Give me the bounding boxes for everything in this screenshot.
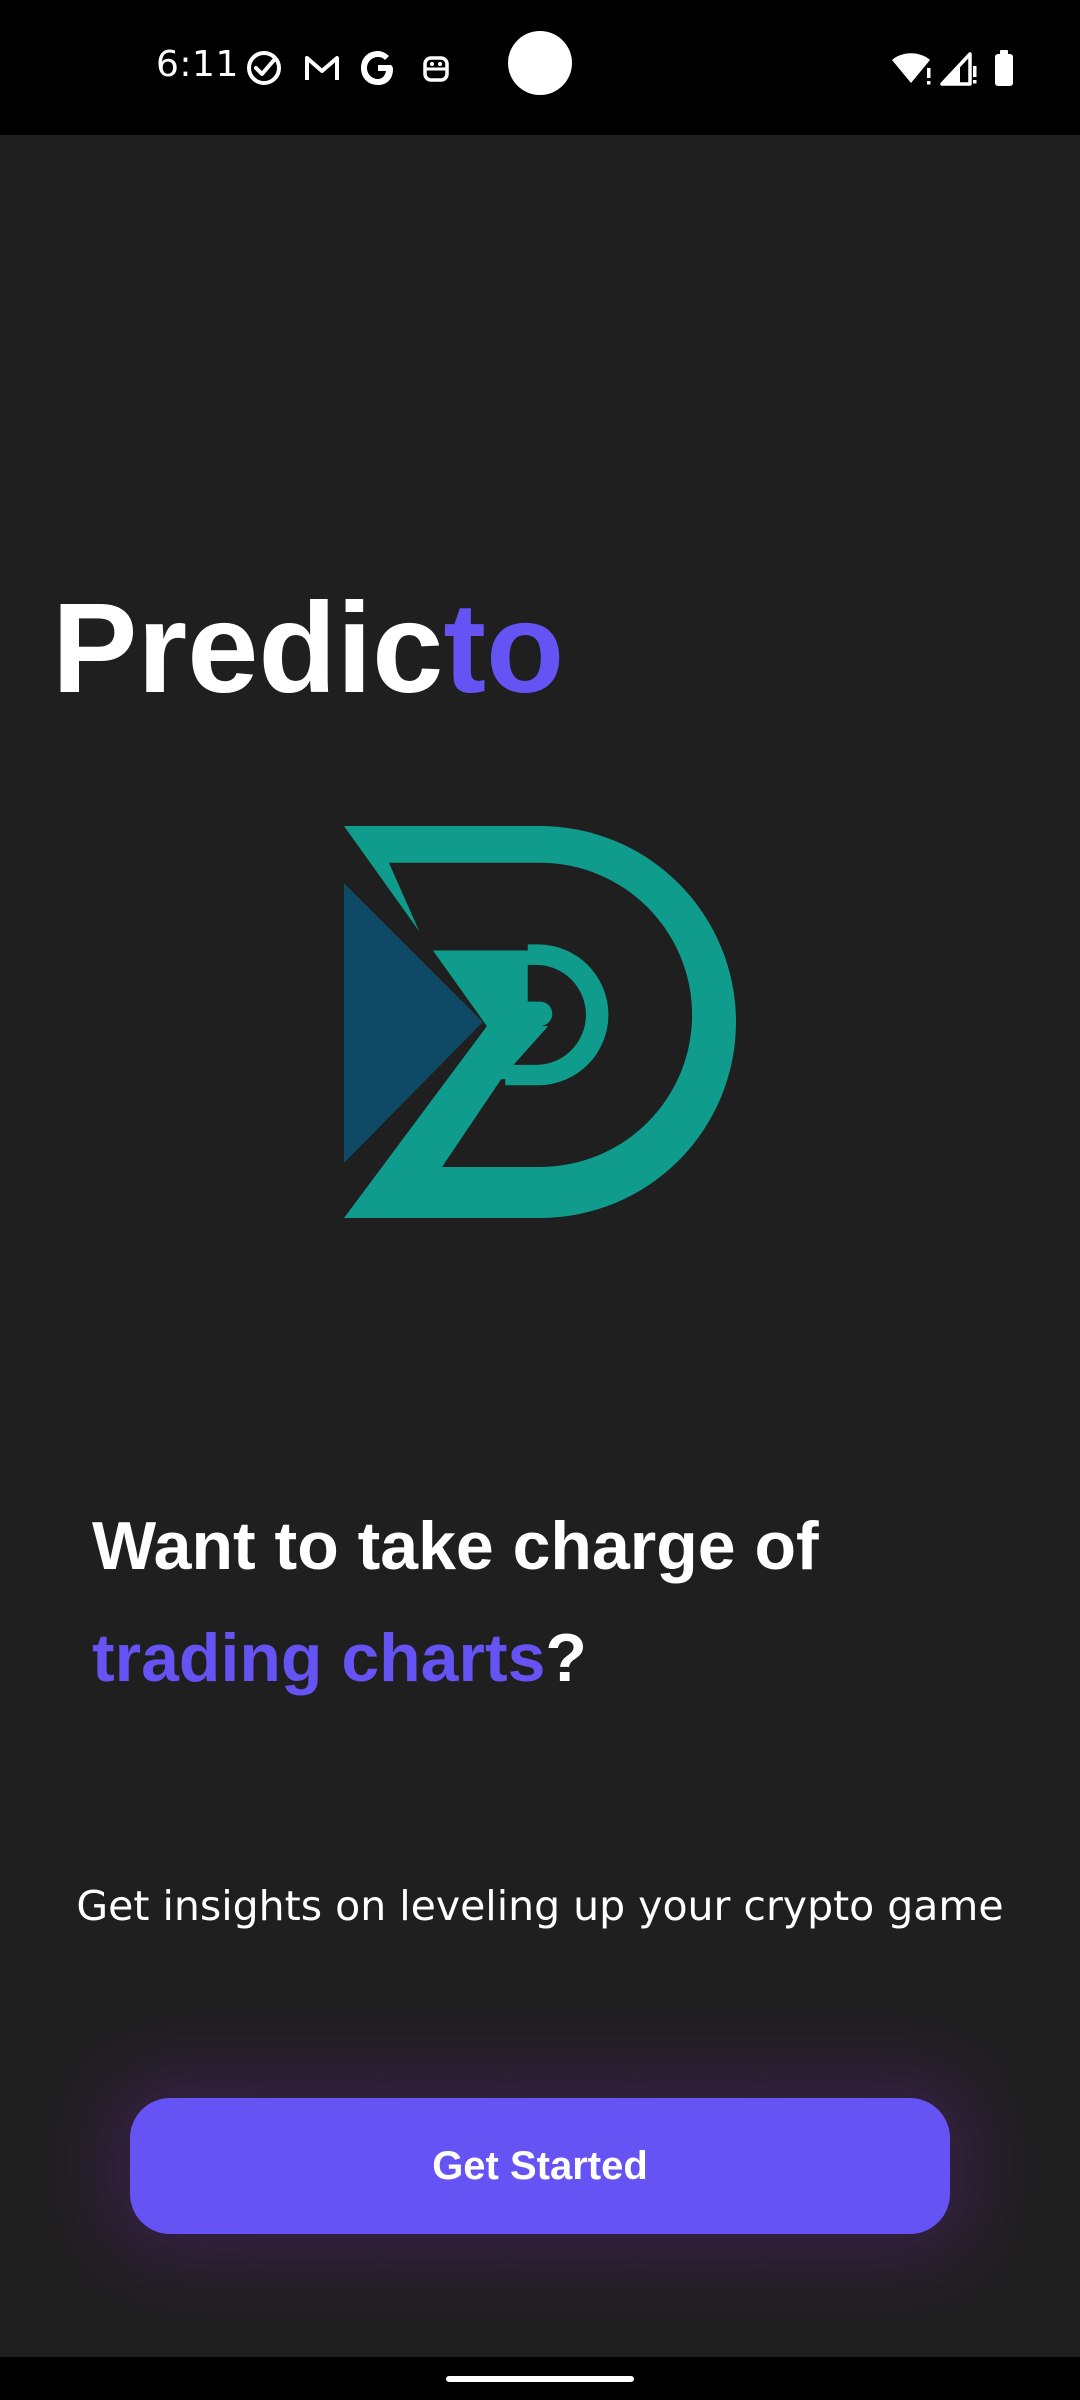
signal-alert-icon bbox=[940, 52, 977, 86]
headline-line1: Want to take charge of bbox=[92, 1508, 819, 1584]
home-gesture-handle[interactable] bbox=[446, 2376, 634, 2382]
app-title-main: Predic bbox=[52, 577, 444, 720]
get-started-button[interactable]: Get Started bbox=[130, 2098, 950, 2234]
app-title-accent: to bbox=[443, 577, 565, 720]
camera-cutout bbox=[508, 31, 572, 95]
battery-icon bbox=[995, 50, 1013, 86]
headline-suffix: ? bbox=[545, 1620, 587, 1696]
google-icon bbox=[361, 51, 393, 85]
navigation-bar bbox=[0, 2357, 1080, 2400]
wifi-alert-icon bbox=[892, 53, 931, 85]
headline-accent: trading charts bbox=[92, 1620, 546, 1696]
status-time: 6:11 bbox=[156, 44, 239, 85]
robot-icon bbox=[423, 56, 449, 82]
app-title: Predicto bbox=[52, 585, 564, 713]
headline: Want to take charge of trading charts? bbox=[92, 1490, 1012, 1714]
onboarding-screen bbox=[0, 135, 1080, 2357]
check-circle-icon bbox=[247, 51, 281, 85]
subtitle: Get insights on leveling up your crypto … bbox=[76, 1882, 1004, 1930]
predicto-logo-icon bbox=[344, 826, 736, 1218]
gmail-icon bbox=[305, 56, 339, 80]
status-bar: 6:11 bbox=[0, 0, 1080, 135]
